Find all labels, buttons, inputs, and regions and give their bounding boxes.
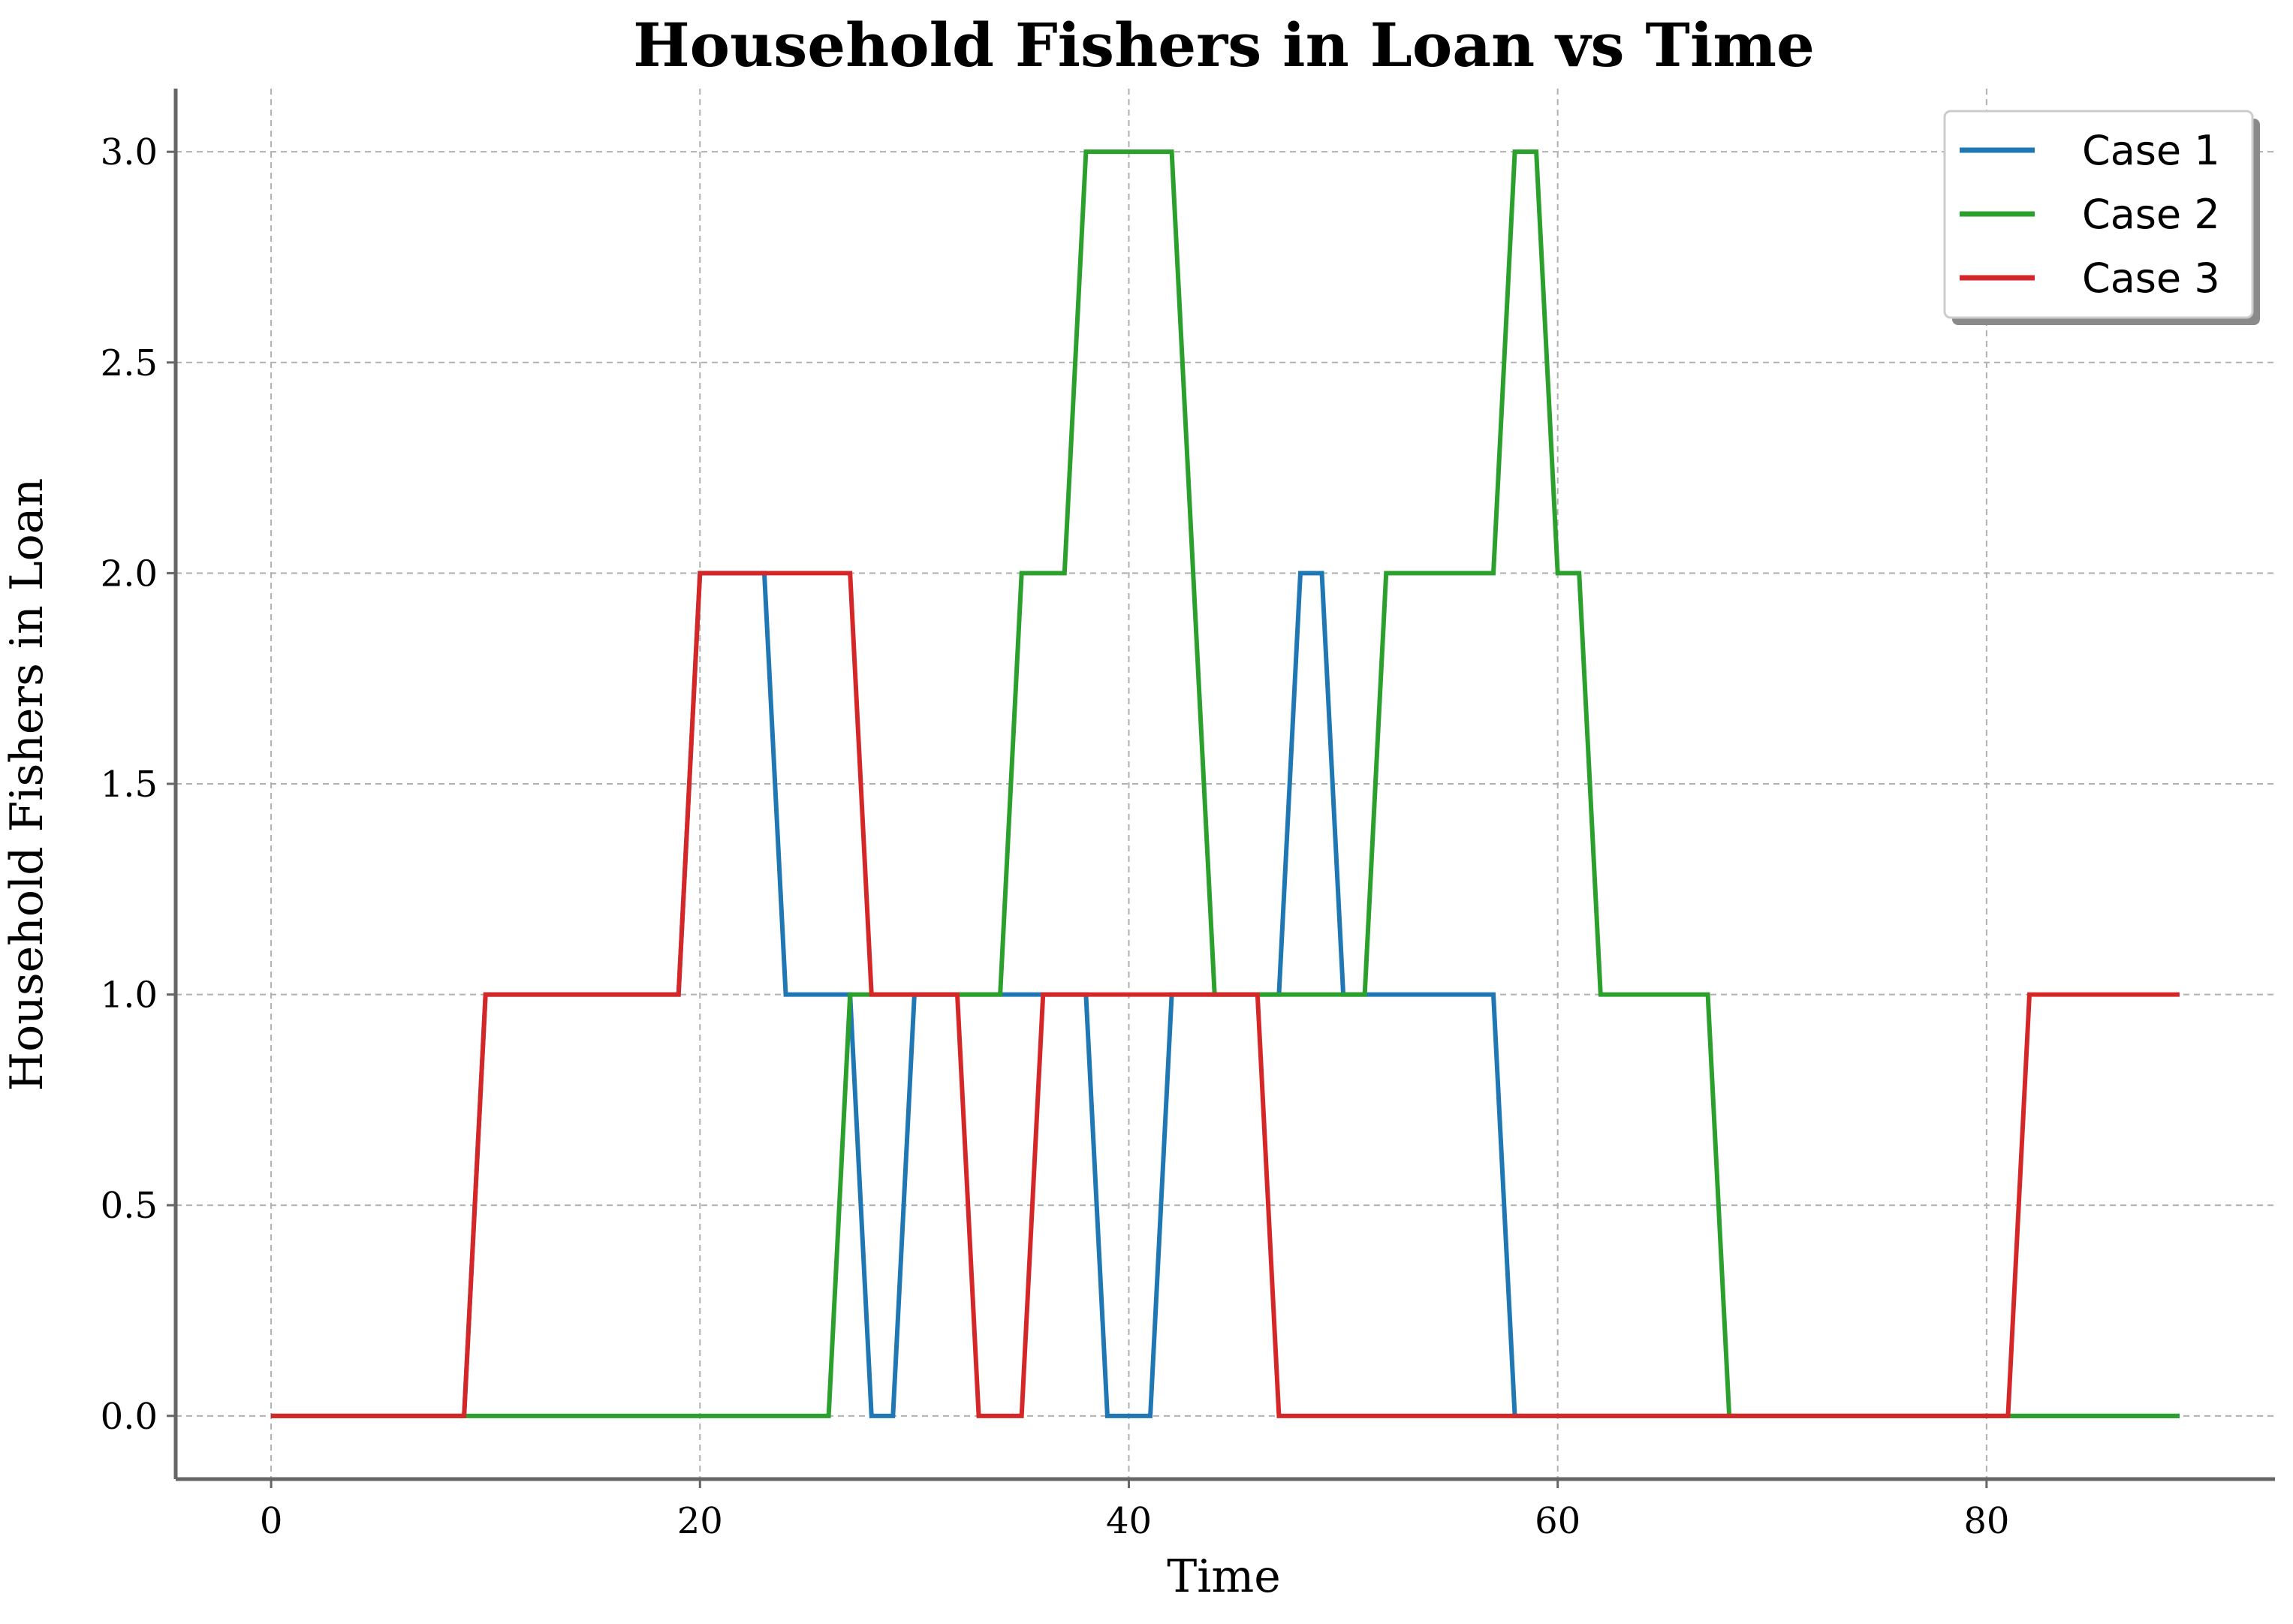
- y-tick-label: 0.0: [101, 1396, 158, 1438]
- y-tick-label: 1.0: [101, 975, 158, 1017]
- series-group: [271, 149, 2180, 1418]
- x-tick-label: 20: [677, 1500, 723, 1542]
- y-axis-ticks: 0.0 0.5 1.0 1.5 2.0 2.5 3.0: [101, 131, 176, 1438]
- series-line-case-2: [271, 149, 2180, 1418]
- x-tick-label: 80: [1963, 1500, 2009, 1542]
- x-axis-label: Time: [1167, 1550, 1281, 1603]
- y-tick-label: 1.5: [101, 764, 158, 806]
- legend-label: Case 2: [2082, 191, 2220, 238]
- series-line-case-3: [271, 571, 2180, 1418]
- y-tick-label: 3.0: [101, 131, 158, 173]
- legend-box: [1943, 110, 2254, 319]
- legend-label: Case 1: [2082, 127, 2220, 174]
- x-tick-label: 40: [1106, 1500, 1152, 1542]
- chart-title: Household Fishers in Loan vs Time: [633, 10, 1815, 80]
- legend-label: Case 3: [2082, 255, 2220, 302]
- legend: Case 1 Case 2 Case 3: [1943, 110, 2260, 325]
- y-tick-label: 2.0: [101, 553, 158, 595]
- x-axis-ticks: 0 20 40 60 80: [260, 1479, 2009, 1542]
- y-tick-label: 2.5: [101, 342, 158, 384]
- y-axis-label: Household Fishers in Loan: [1, 478, 53, 1091]
- x-tick-label: 60: [1535, 1500, 1580, 1542]
- y-tick-label: 0.5: [101, 1185, 158, 1227]
- x-tick-label: 0: [260, 1500, 283, 1542]
